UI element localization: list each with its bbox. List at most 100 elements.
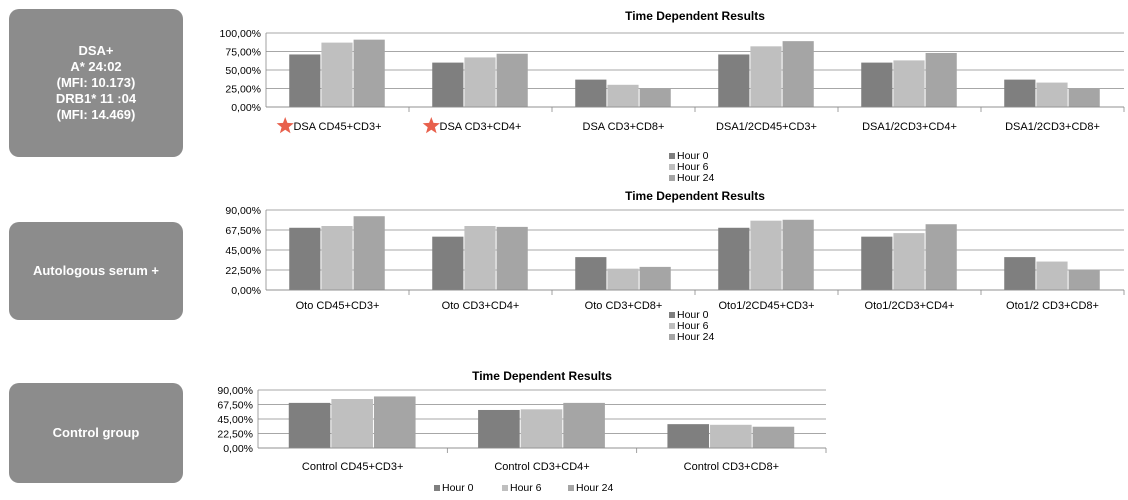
dsa-label-line: DRB1* 11 :04	[55, 91, 137, 106]
x-category-label: DSA1/2CD3+CD4+	[862, 121, 957, 133]
x-category-label: DSA CD3+CD8+	[583, 121, 665, 133]
chart-title: Time Dependent Results	[625, 189, 765, 203]
chart-title: Time Dependent Results	[625, 9, 765, 23]
bar	[893, 233, 925, 290]
y-tick-label: 0,00%	[231, 285, 261, 297]
bar	[607, 268, 639, 290]
dsa-label-box: DSA+ A* 24:02 (MFI: 10.173) DRB1* 11 :04…	[9, 9, 183, 157]
control-label-text: Control group	[52, 425, 140, 440]
bar	[353, 39, 385, 107]
legend-swatch	[669, 334, 675, 340]
legend-swatch	[669, 175, 675, 181]
bar	[464, 57, 496, 107]
bar	[667, 424, 710, 448]
legend-swatch	[669, 153, 675, 159]
bar	[520, 409, 563, 448]
bar	[861, 62, 893, 107]
legend-label: Hour 0	[677, 150, 709, 162]
bar	[563, 402, 605, 448]
legend-label: Hour 24	[576, 482, 614, 494]
star-icon	[276, 117, 294, 134]
x-category-label: Oto1/2 CD3+CD8+	[1006, 300, 1099, 312]
x-category-label: DSA CD45+CD3+	[293, 121, 381, 133]
chart-title: Time Dependent Results	[472, 369, 612, 383]
autologous-label-text: Autologous serum +	[32, 263, 160, 278]
y-tick-label: 75,00%	[225, 47, 261, 59]
bar	[432, 62, 464, 107]
bar	[639, 266, 671, 290]
bar	[321, 226, 353, 290]
legend-label: Hour 0	[442, 482, 474, 494]
y-tick-label: 100,00%	[220, 28, 261, 40]
bar	[718, 227, 750, 290]
x-category-label: Control CD3+CD4+	[494, 461, 589, 473]
bar	[893, 60, 925, 107]
x-category-label: Oto1/2CD3+CD4+	[865, 300, 955, 312]
bar	[331, 399, 373, 448]
y-tick-label: 67,50%	[225, 225, 261, 237]
x-category-label: Oto1/2CD45+CD3+	[719, 300, 815, 312]
star-icon	[422, 117, 440, 134]
bar	[607, 84, 639, 107]
x-category-label: Control CD3+CD8+	[684, 461, 779, 473]
bar	[750, 220, 782, 290]
bar	[289, 54, 321, 107]
bar	[752, 426, 795, 448]
control-label-box: Control group	[9, 383, 183, 483]
bar	[639, 88, 671, 107]
x-category-label: DSA CD3+CD4+	[440, 121, 522, 133]
dsa-label-line: (MFI: 14.469)	[56, 107, 136, 122]
y-tick-label: 67,50%	[217, 400, 253, 412]
legend-label: Hour 6	[677, 161, 709, 173]
bar	[464, 226, 496, 290]
bar	[289, 227, 321, 290]
legend-swatch	[434, 485, 440, 491]
bar	[861, 236, 893, 290]
dsa-label-line: (MFI: 10.173)	[56, 75, 136, 90]
bar	[478, 409, 520, 448]
bar	[710, 424, 752, 448]
bar	[373, 396, 416, 448]
autologous-label-box: Autologous serum +	[9, 222, 183, 320]
y-tick-label: 0,00%	[231, 102, 261, 114]
legend-label: Hour 6	[677, 320, 709, 332]
legend-label: Hour 24	[677, 331, 715, 343]
bar	[1036, 261, 1068, 290]
legend-swatch	[669, 312, 675, 318]
bar	[925, 52, 957, 107]
bar	[575, 79, 607, 107]
x-category-label: DSA1/2CD45+CD3+	[716, 121, 817, 133]
bar	[432, 236, 464, 290]
y-tick-label: 25,00%	[225, 84, 261, 96]
bar	[288, 402, 331, 448]
bar	[496, 53, 528, 107]
x-category-label: DSA1/2CD3+CD8+	[1005, 121, 1100, 133]
bar	[750, 46, 782, 107]
x-category-label: Oto CD3+CD4+	[442, 300, 520, 312]
y-tick-label: 90,00%	[217, 385, 253, 397]
bar	[1036, 82, 1068, 107]
bar	[1068, 269, 1100, 290]
x-category-label: Control CD45+CD3+	[302, 461, 404, 473]
bar	[496, 226, 528, 290]
legend-swatch	[669, 323, 675, 329]
y-tick-label: 90,00%	[225, 205, 261, 217]
legend-swatch	[502, 485, 508, 491]
y-tick-label: 45,00%	[217, 414, 253, 426]
y-tick-label: 0,00%	[223, 443, 253, 455]
y-tick-label: 22,50%	[217, 429, 253, 441]
bar	[1004, 79, 1036, 107]
legend-label: Hour 24	[677, 172, 715, 184]
y-tick-label: 45,00%	[225, 245, 261, 257]
dsa-label-line: A* 24:02	[70, 59, 122, 74]
bar	[782, 41, 814, 107]
bar	[575, 257, 607, 290]
bar	[1004, 257, 1036, 290]
bar	[782, 219, 814, 290]
y-tick-label: 22,50%	[225, 265, 261, 277]
legend-swatch	[669, 164, 675, 170]
dsa-label-line: DSA+	[78, 43, 114, 58]
bar	[1068, 88, 1100, 107]
legend-swatch	[568, 485, 574, 491]
